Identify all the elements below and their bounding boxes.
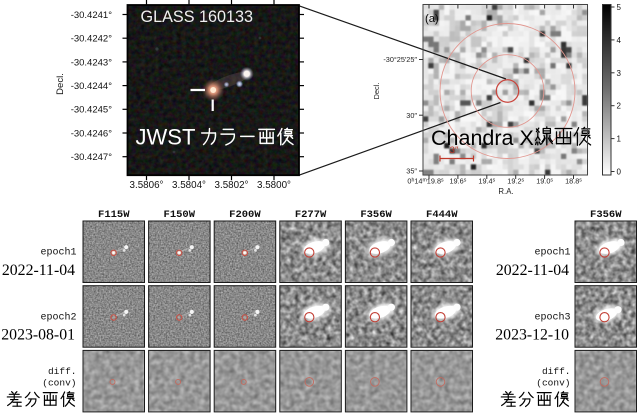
svg-text:35″: 35″ <box>406 167 417 176</box>
svg-text:F200W: F200W <box>229 209 261 221</box>
svg-text:(conv): (conv) <box>42 378 76 389</box>
svg-text:epoch1: epoch1 <box>40 247 76 259</box>
svg-text:-30.4245°: -30.4245° <box>71 105 113 116</box>
svg-text:diff.: diff. <box>48 366 77 377</box>
svg-text:JWST: JWST <box>136 125 196 150</box>
svg-text:Decl.: Decl. <box>55 73 66 95</box>
svg-text:18.8s: 18.8s <box>565 177 582 186</box>
svg-text:2022-11-04: 2022-11-04 <box>2 262 75 279</box>
svg-text:-30.4242°: -30.4242° <box>71 34 113 45</box>
svg-text:F356W: F356W <box>360 209 392 221</box>
svg-text:-30.4247°: -30.4247° <box>71 152 113 163</box>
svg-text:3.5800°: 3.5800° <box>257 180 291 191</box>
svg-text:19.2s: 19.2s <box>507 177 524 186</box>
svg-text:diff.: diff. <box>542 366 571 377</box>
svg-text:F356W: F356W <box>590 209 622 221</box>
svg-text:-30.4246°: -30.4246° <box>71 128 113 139</box>
svg-text:R.A.: R.A. <box>498 187 513 196</box>
svg-text:19.0s: 19.0s <box>536 177 553 186</box>
svg-text:epoch1: epoch1 <box>534 247 570 259</box>
svg-text:2022-11-04: 2022-11-04 <box>496 262 569 279</box>
svg-text:epoch3: epoch3 <box>534 312 570 324</box>
svg-text:2023-08-01: 2023-08-01 <box>1 327 75 344</box>
svg-text:19.4s: 19.4s <box>478 177 495 186</box>
svg-text:F150W: F150W <box>164 209 196 221</box>
svg-text:1: 1 <box>617 135 622 144</box>
svg-text:0h14m19.8s: 0h14m19.8s <box>407 177 444 186</box>
svg-text:30″: 30″ <box>406 111 417 120</box>
svg-text:(conv): (conv) <box>536 378 570 389</box>
svg-text:0: 0 <box>617 168 622 177</box>
svg-text:3″: 3″ <box>450 145 459 156</box>
svg-text:-30.4241°: -30.4241° <box>71 10 113 21</box>
svg-text:4: 4 <box>617 36 622 45</box>
svg-text:GLASS 160133: GLASS 160133 <box>141 8 254 26</box>
svg-text:2: 2 <box>617 102 622 111</box>
svg-text:F115W: F115W <box>98 209 130 221</box>
svg-text:Chandra X: Chandra X <box>431 126 534 150</box>
svg-text:-30°25′25″: -30°25′25″ <box>383 55 417 64</box>
svg-text:2023-12-10: 2023-12-10 <box>495 327 569 344</box>
svg-text:F277W: F277W <box>295 209 327 221</box>
svg-text:3.5804°: 3.5804° <box>172 180 206 191</box>
svg-text:5: 5 <box>617 3 622 12</box>
svg-text:3.5802°: 3.5802° <box>215 180 249 191</box>
svg-text:Decl.: Decl. <box>372 82 381 99</box>
svg-text:epoch2: epoch2 <box>40 312 76 324</box>
svg-text:-30.4244°: -30.4244° <box>71 81 113 92</box>
svg-text:-30.4243°: -30.4243° <box>71 57 113 68</box>
svg-text:F444W: F444W <box>426 209 458 221</box>
svg-text:3: 3 <box>617 69 622 78</box>
svg-text:19.6s: 19.6s <box>450 177 467 186</box>
svg-text:(a): (a) <box>425 13 439 25</box>
svg-text:3.5806°: 3.5806° <box>130 180 164 191</box>
